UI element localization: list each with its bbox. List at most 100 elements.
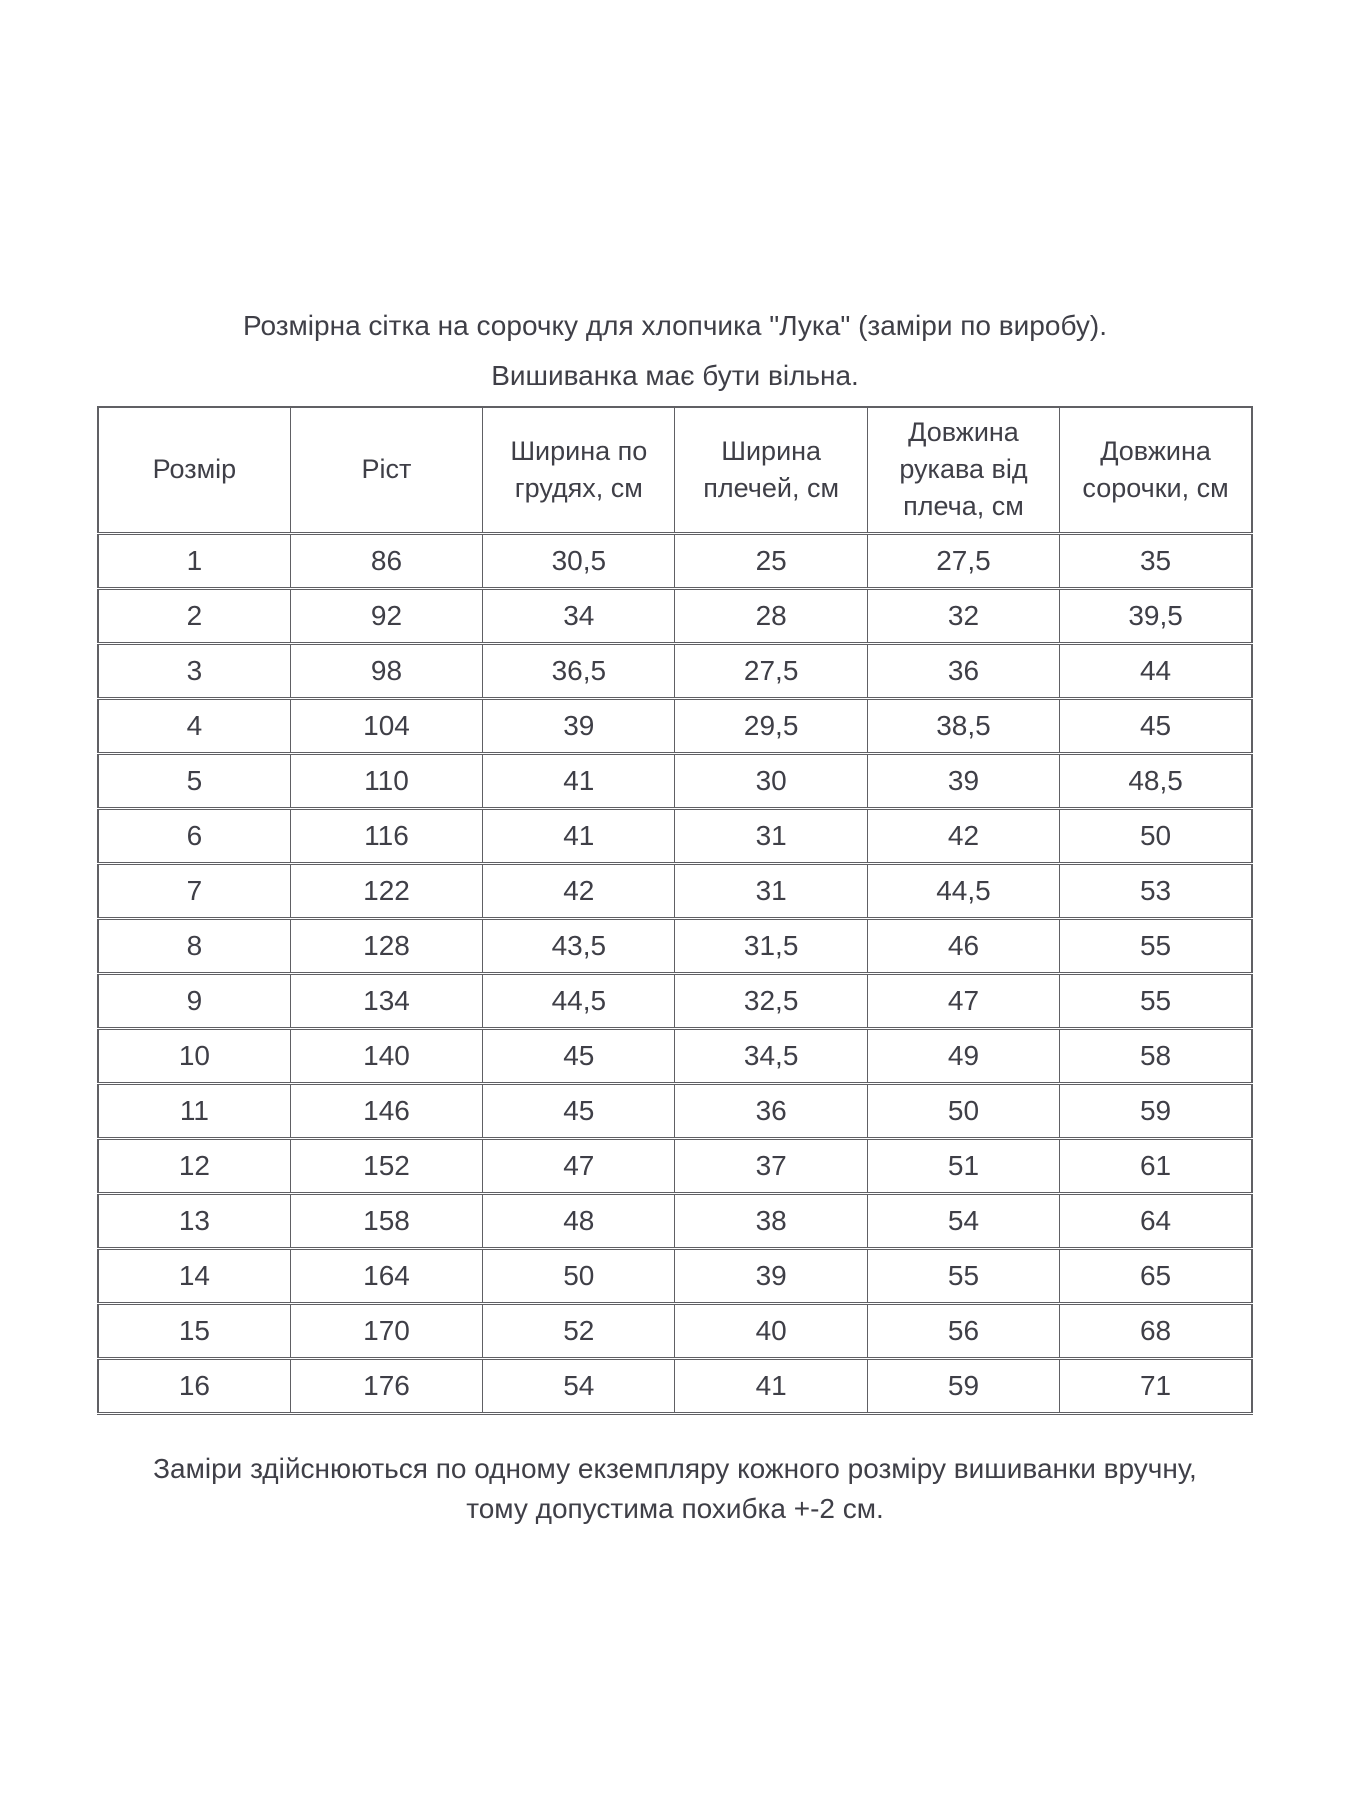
size-chart-table-body: 1 86 30,5 25 27,5 35 2 92 34 28 32 39,5 3 98 36,5 27,5 3… (97, 532, 1253, 1415)
table-cell: 37 (674, 1137, 868, 1195)
table-cell: 36 (674, 1082, 868, 1140)
column-header: Довжина сорочки, см (1059, 406, 1253, 535)
table-cell: 6 (97, 807, 291, 865)
table-cell: 15 (97, 1302, 291, 1360)
table-cell: 8 (97, 917, 291, 975)
table-cell: 31,5 (674, 917, 868, 975)
table-cell: 146 (289, 1082, 484, 1140)
table-cell: 54 (866, 1192, 1061, 1250)
table-cell: 59 (866, 1357, 1061, 1415)
table-cell: 122 (289, 862, 484, 920)
table-cell: 36 (866, 642, 1061, 700)
measurement-footnote: Заміри здійснюються по одному екземпляру… (153, 1452, 1197, 1524)
table-cell: 50 (866, 1082, 1061, 1140)
table-cell: 44,5 (866, 862, 1061, 920)
table-cell: 43,5 (482, 917, 676, 975)
table-cell: 9 (97, 972, 291, 1030)
column-header: Ширина плечей, см (674, 406, 868, 535)
size-chart-table-head: Розмір Ріст Ширина по грудях, см Ширина пле… (97, 406, 1253, 535)
table-cell: 116 (289, 807, 484, 865)
page-title: Розмірна сітка на сорочку для хлопчика "… (243, 310, 1107, 341)
table-row: 7 122 42 31 44,5 53 (97, 862, 1253, 920)
table-cell: 36,5 (482, 642, 676, 700)
column-header: Ширина по грудях, см (482, 406, 676, 535)
table-cell: 164 (289, 1247, 484, 1305)
table-row: 8 128 43,5 31,5 46 55 (97, 917, 1253, 975)
table-cell: 31 (674, 862, 868, 920)
table-cell: 45 (482, 1082, 676, 1140)
table-cell: 30 (674, 752, 868, 810)
table-cell: 12 (97, 1137, 291, 1195)
table-cell: 55 (1059, 917, 1253, 975)
table-cell: 56 (866, 1302, 1061, 1360)
table-cell: 38,5 (866, 697, 1061, 755)
table-row: 16 176 54 41 59 71 (97, 1357, 1253, 1415)
table-cell: 65 (1059, 1247, 1253, 1305)
table-cell: 42 (482, 862, 676, 920)
table-cell: 170 (289, 1302, 484, 1360)
table-cell: 64 (1059, 1192, 1253, 1250)
table-cell: 39 (866, 752, 1061, 810)
table-row: 11 146 45 36 50 59 (97, 1082, 1253, 1140)
table-cell: 140 (289, 1027, 484, 1085)
table-cell: 45 (1059, 697, 1253, 755)
table-cell: 34,5 (674, 1027, 868, 1085)
table-cell: 39 (674, 1247, 868, 1305)
table-cell: 7 (97, 862, 291, 920)
table-row: 14 164 50 39 55 65 (97, 1247, 1253, 1305)
table-cell: 44 (1059, 642, 1253, 700)
table-cell: 39,5 (1059, 587, 1253, 645)
size-chart-page: Розмірна сітка на сорочку для хлопчика "… (97, 0, 1253, 1529)
table-cell: 38 (674, 1192, 868, 1250)
table-cell: 47 (866, 972, 1061, 1030)
table-cell: 42 (866, 807, 1061, 865)
column-header: Ріст (289, 406, 484, 535)
table-cell: 61 (1059, 1137, 1253, 1195)
table-cell: 44,5 (482, 972, 676, 1030)
table-cell: 35 (1059, 532, 1253, 590)
table-cell: 50 (482, 1247, 676, 1305)
table-row: 15 170 52 40 56 68 (97, 1302, 1253, 1360)
table-cell: 45 (482, 1027, 676, 1085)
table-cell: 55 (1059, 972, 1253, 1030)
table-cell: 25 (674, 532, 868, 590)
table-row: 13 158 48 38 54 64 (97, 1192, 1253, 1250)
table-cell: 10 (97, 1027, 291, 1085)
table-cell: 98 (289, 642, 484, 700)
table-cell: 27,5 (866, 532, 1061, 590)
table-cell: 176 (289, 1357, 484, 1415)
table-cell: 52 (482, 1302, 676, 1360)
table-cell: 54 (482, 1357, 676, 1415)
table-cell: 134 (289, 972, 484, 1030)
table-cell: 58 (1059, 1027, 1253, 1085)
table-row: 2 92 34 28 32 39,5 (97, 587, 1253, 645)
table-cell: 13 (97, 1192, 291, 1250)
table-row: 4 104 39 29,5 38,5 45 (97, 697, 1253, 755)
table-cell: 27,5 (674, 642, 868, 700)
table-cell: 158 (289, 1192, 484, 1250)
table-cell: 71 (1059, 1357, 1253, 1415)
table-header-row: Розмір Ріст Ширина по грудях, см Ширина пле… (97, 406, 1253, 535)
table-cell: 16 (97, 1357, 291, 1415)
table-cell: 104 (289, 697, 484, 755)
table-cell: 14 (97, 1247, 291, 1305)
table-cell: 41 (482, 807, 676, 865)
table-row: 10 140 45 34,5 49 58 (97, 1027, 1253, 1085)
table-cell: 4 (97, 697, 291, 755)
table-cell: 53 (1059, 862, 1253, 920)
table-cell: 152 (289, 1137, 484, 1195)
table-cell: 29,5 (674, 697, 868, 755)
table-cell: 55 (866, 1247, 1061, 1305)
table-cell: 59 (1059, 1082, 1253, 1140)
size-chart-table: Розмір Ріст Ширина по грудях, см Ширина пле… (97, 406, 1253, 1415)
table-cell: 68 (1059, 1302, 1253, 1360)
table-cell: 11 (97, 1082, 291, 1140)
table-cell: 46 (866, 917, 1061, 975)
page-subtitle: Вишиванка має бути вільна. (491, 360, 859, 391)
table-cell: 51 (866, 1137, 1061, 1195)
table-cell: 41 (674, 1357, 868, 1415)
table-cell: 34 (482, 587, 676, 645)
table-cell: 1 (97, 532, 291, 590)
table-cell: 48,5 (1059, 752, 1253, 810)
table-cell: 110 (289, 752, 484, 810)
